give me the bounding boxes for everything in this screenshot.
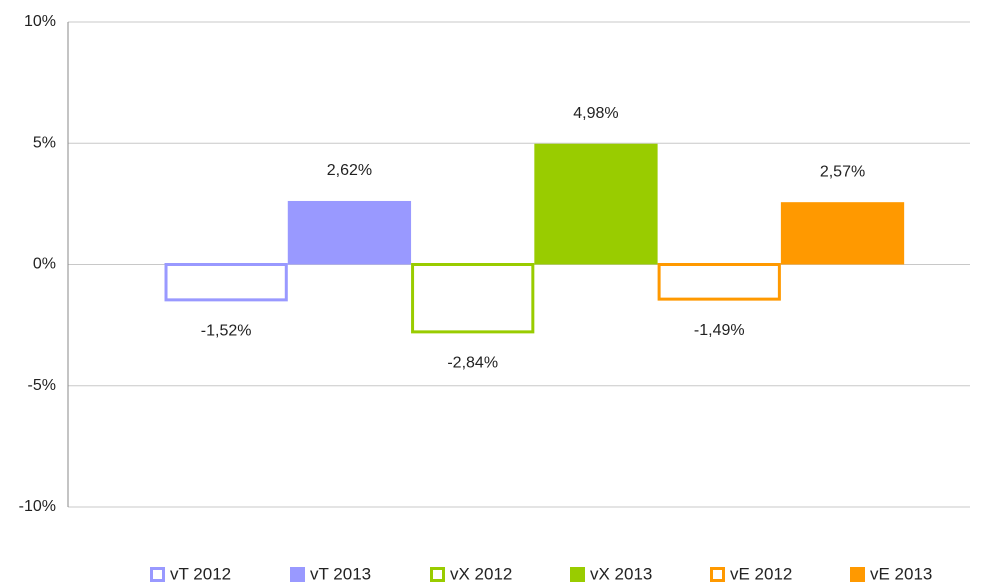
legend-label: vE 2013 [870, 564, 932, 583]
data-label: -2,84% [447, 355, 498, 372]
data-label: -1,49% [694, 322, 745, 339]
bar [780, 202, 905, 265]
legend-label: vT 2013 [310, 564, 371, 583]
bar [164, 263, 288, 302]
legend-swatch [850, 567, 865, 582]
legend-label: vX 2013 [590, 564, 652, 583]
legend-swatch [430, 567, 445, 582]
data-label: 2,57% [820, 163, 865, 180]
y-tick-label: -10% [19, 498, 56, 515]
y-tick-label: 5% [33, 134, 56, 151]
legend-swatch [290, 567, 305, 582]
legend-swatch [710, 567, 725, 582]
bar [657, 263, 781, 301]
legend-label: vX 2012 [450, 564, 512, 583]
bar [411, 263, 535, 334]
legend-label: vE 2012 [730, 564, 792, 583]
bar [534, 143, 658, 265]
bar [287, 200, 412, 265]
data-label: 4,98% [573, 105, 618, 122]
data-label: -1,52% [201, 323, 252, 340]
legend-label: vT 2012 [170, 564, 231, 583]
y-tick-label: 10% [24, 13, 56, 30]
legend-swatch [570, 567, 585, 582]
data-label: 2,62% [327, 162, 372, 179]
legend-swatch [150, 567, 165, 582]
y-tick-label: 0% [33, 256, 56, 273]
y-tick-label: -5% [28, 377, 56, 394]
